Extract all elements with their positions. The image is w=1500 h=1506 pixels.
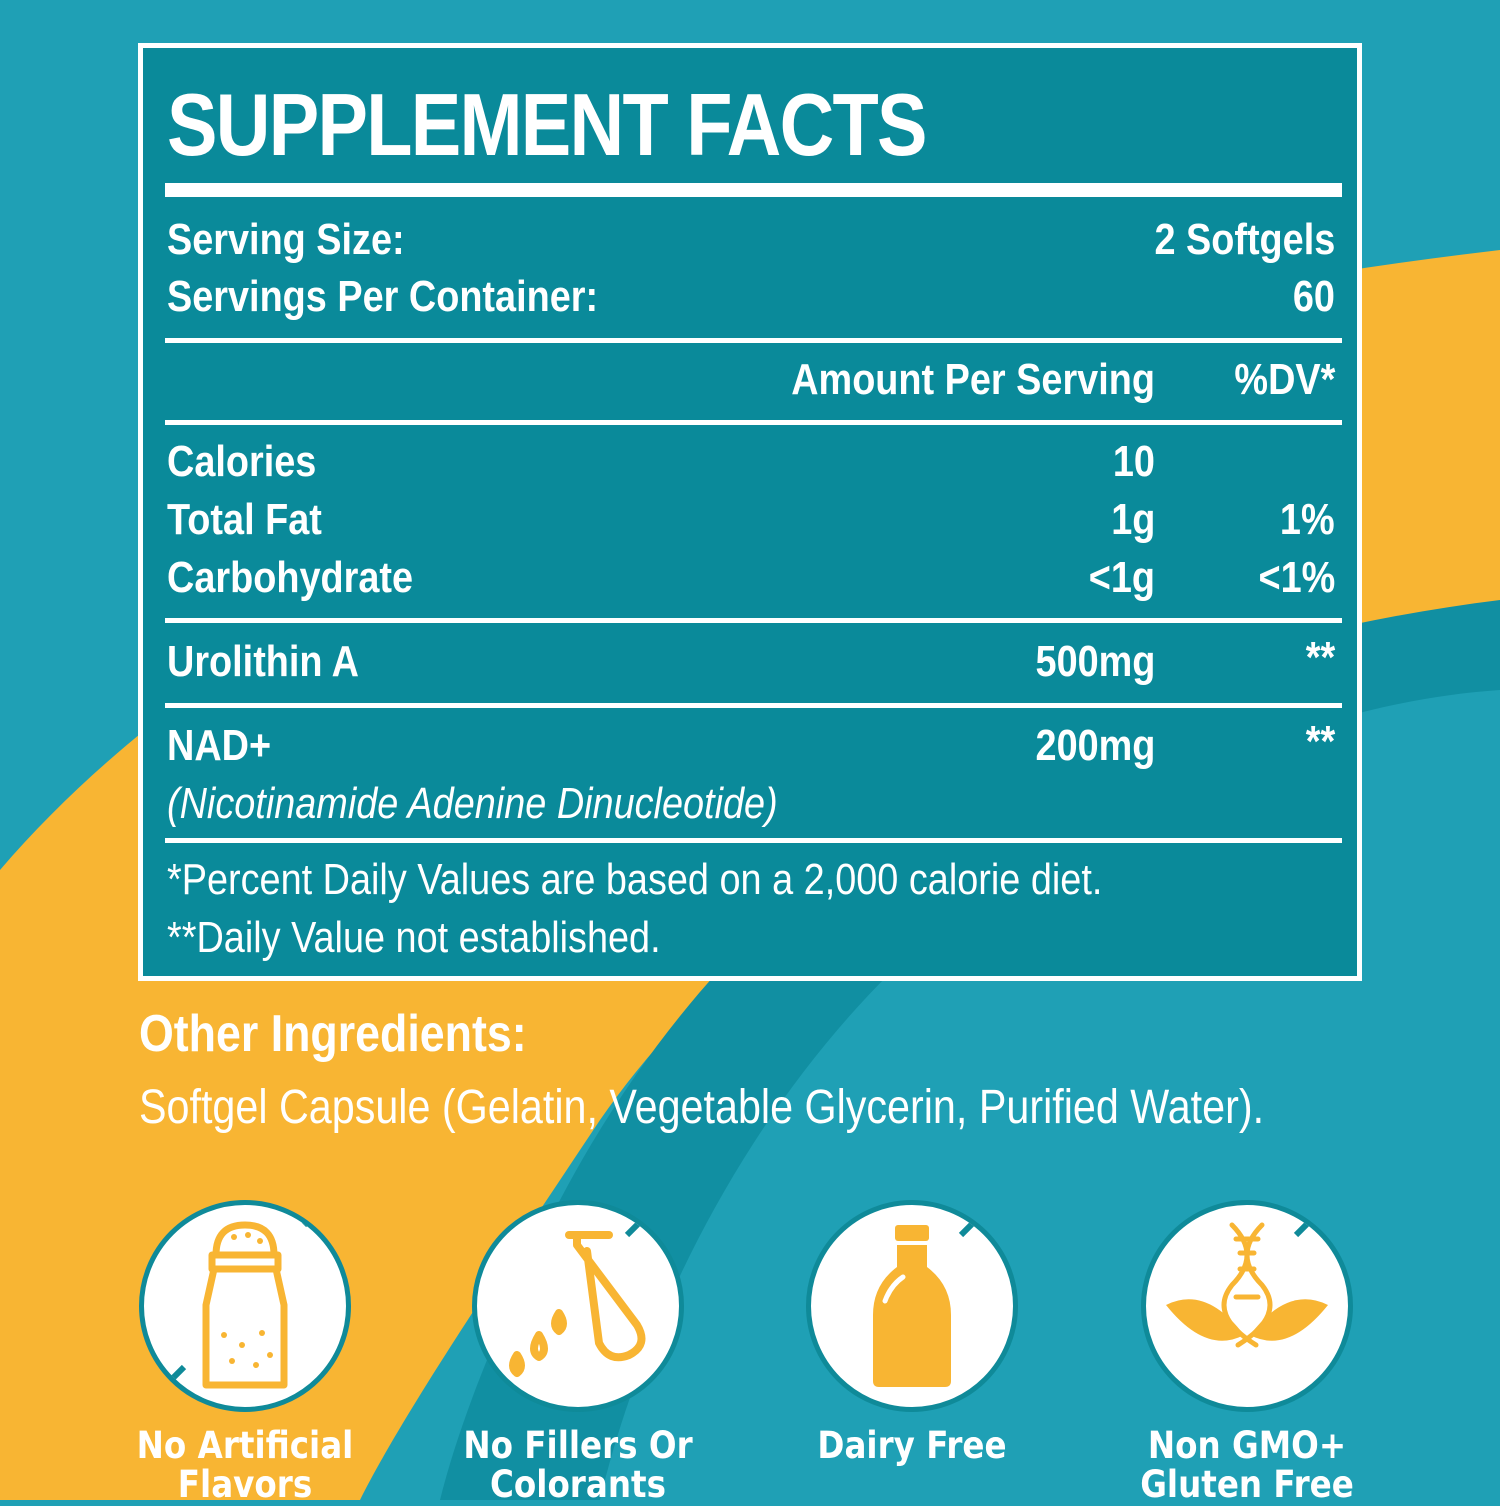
badge-caption-line2: Colorants xyxy=(490,1463,666,1506)
row-nad-amount: 200mg xyxy=(1035,721,1155,770)
badge-caption: Non GMO+ Gluten Free xyxy=(1127,1426,1366,1504)
nutrient-divider xyxy=(165,618,1342,623)
badge-caption: No Fillers Or Colorants xyxy=(458,1426,697,1504)
badge-caption: No Artificial Flavors xyxy=(125,1426,364,1504)
row-carbohydrate-name: Carbohydrate xyxy=(167,553,414,602)
badge-caption-line2: Gluten Free xyxy=(1140,1463,1354,1506)
badge-caption-line1: No Artificial xyxy=(136,1424,354,1467)
badge-caption-line1: No Fillers Or xyxy=(463,1424,693,1467)
panel-title: SUPPLEMENT FACTS xyxy=(167,75,927,174)
row-urolithin-dv: ** xyxy=(1305,633,1335,682)
serving-size-label: Serving Size: xyxy=(167,215,405,264)
supplement-facts-panel: SUPPLEMENT FACTS Serving Size: 2 Softgel… xyxy=(138,43,1362,981)
milk-bottle-icon xyxy=(873,1205,996,1387)
dv-column-header: %DV* xyxy=(1234,355,1335,404)
salt-shaker-icon xyxy=(161,1205,329,1390)
footnote-dv-not-established: **Daily Value not established. xyxy=(167,913,661,962)
test-tube-icon xyxy=(509,1205,662,1377)
row-total-fat-name: Total Fat xyxy=(167,495,322,544)
row-carbohydrate-dv: <1% xyxy=(1258,553,1335,602)
badge-circle xyxy=(139,1200,351,1412)
amount-column-header: Amount Per Serving xyxy=(791,355,1155,404)
row-urolithin-name: Urolithin A xyxy=(167,637,359,686)
badge-caption-line1: Non GMO+ xyxy=(1147,1424,1347,1467)
row-urolithin-amount: 500mg xyxy=(1035,637,1155,686)
badge-circle xyxy=(1141,1200,1353,1412)
row-total-fat-amount: 1g xyxy=(1110,495,1155,544)
header-divider xyxy=(165,420,1342,425)
row-nad-dv: ** xyxy=(1305,717,1335,766)
row-nad-subtitle: (Nicotinamide Adenine Dinucleotide) xyxy=(167,779,778,828)
badge-circle xyxy=(806,1200,1018,1412)
dna-leaf-icon xyxy=(1166,1205,1331,1348)
row-carbohydrate-amount: <1g xyxy=(1088,553,1155,602)
serving-divider xyxy=(165,338,1342,343)
row-calories-name: Calories xyxy=(167,437,317,486)
badge-caption-line1: Dairy Free xyxy=(817,1424,1007,1467)
servings-per-container-value: 60 xyxy=(1292,272,1335,321)
badge-circle xyxy=(472,1200,684,1412)
urolithin-divider xyxy=(165,703,1342,708)
badge-caption: Dairy Free xyxy=(792,1426,1031,1465)
serving-size-value: 2 Softgels xyxy=(1154,215,1335,264)
row-nad-name: NAD+ xyxy=(167,721,272,770)
other-ingredients-title: Other Ingredients: xyxy=(139,1005,527,1063)
servings-per-container-label: Servings Per Container: xyxy=(167,272,599,321)
footnote-percent-dv: *Percent Daily Values are based on a 2,0… xyxy=(167,855,1103,904)
row-total-fat-dv: 1% xyxy=(1280,495,1335,544)
other-ingredients-text: Softgel Capsule (Gelatin, Vegetable Glyc… xyxy=(139,1081,1265,1134)
row-calories-amount: 10 xyxy=(1112,437,1155,486)
footnote-divider xyxy=(165,838,1342,843)
badge-caption-line2: Flavors xyxy=(177,1463,313,1506)
title-divider xyxy=(165,183,1342,197)
